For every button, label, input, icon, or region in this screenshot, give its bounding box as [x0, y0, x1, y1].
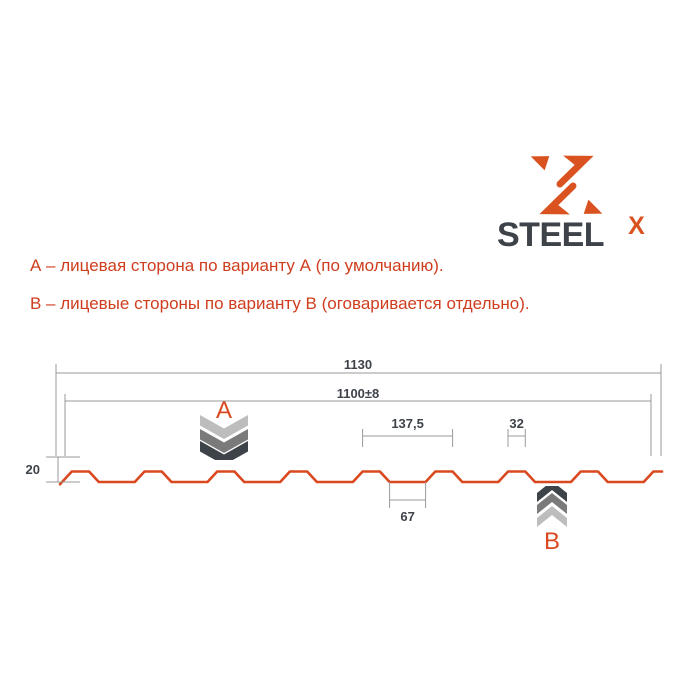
svg-text:137,5: 137,5	[391, 416, 424, 431]
svg-text:67: 67	[400, 509, 414, 524]
svg-text:1100±8: 1100±8	[337, 386, 380, 401]
svg-text:32: 32	[509, 416, 523, 431]
svg-text:20: 20	[26, 462, 40, 477]
svg-text:1130: 1130	[344, 357, 372, 372]
